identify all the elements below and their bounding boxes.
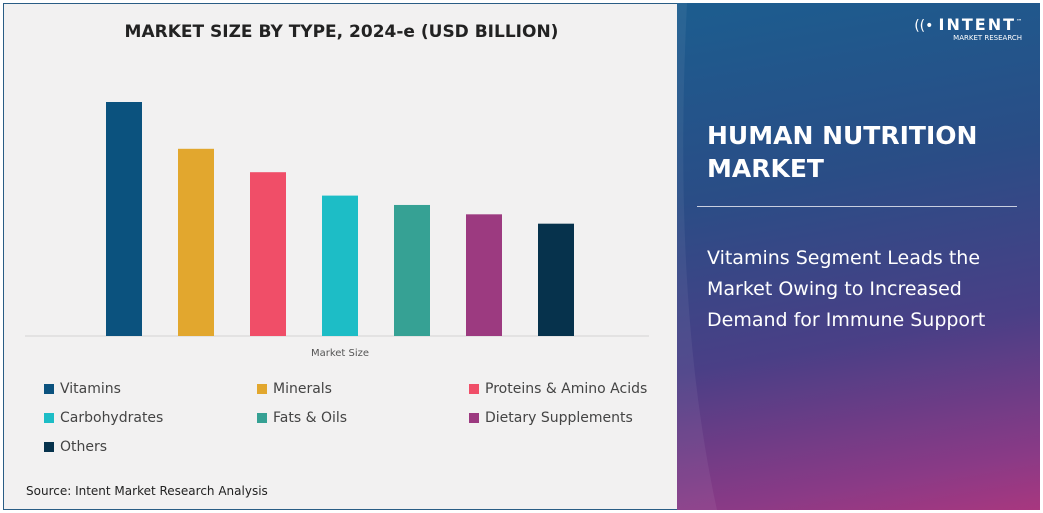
chart-panel: MARKET SIZE BY TYPE, 2024-e (USD BILLION… xyxy=(3,3,678,510)
legend-label: Dietary Supplements xyxy=(485,410,633,426)
decorative-curve xyxy=(677,3,717,510)
legend-item: Fats & Oils xyxy=(257,410,347,426)
logo: ((• INTENT™ MARKET RESEARCH xyxy=(914,15,1022,42)
legend-swatch xyxy=(257,384,267,394)
divider xyxy=(697,206,1017,207)
bar-fats-oils xyxy=(394,204,430,336)
legend-item: Vitamins xyxy=(44,381,121,397)
bar-minerals xyxy=(178,148,214,336)
chart-title: MARKET SIZE BY TYPE, 2024-e (USD BILLION… xyxy=(124,22,559,42)
report-subtitle: Vitamins Segment Leads the Market Owing … xyxy=(707,247,986,331)
legend-item: Proteins & Amino Acids xyxy=(469,381,647,397)
legend-swatch xyxy=(257,413,267,423)
legend-label: Carbohydrates xyxy=(60,410,164,426)
legend-label: Minerals xyxy=(273,381,332,397)
bar-chart: Market Size xyxy=(25,102,649,359)
source-note: Source: Intent Market Research Analysis xyxy=(26,484,268,498)
legend-swatch xyxy=(44,442,54,452)
wifi-signal-icon: ((• xyxy=(914,18,934,34)
legend-item: Carbohydrates xyxy=(44,410,163,426)
legend-label: Fats & Oils xyxy=(273,410,348,426)
bar-vitamins xyxy=(106,102,142,336)
legend-item: Others xyxy=(44,439,107,455)
info-panel: ((• INTENT™ MARKET RESEARCH HUMAN NUTRIT… xyxy=(677,3,1040,510)
legend-swatch xyxy=(469,384,479,394)
x-axis-label: Market Size xyxy=(311,348,369,359)
bar-proteins-amino-acids xyxy=(250,172,286,336)
legend-label: Others xyxy=(60,439,108,455)
legend-item: Minerals xyxy=(257,381,332,397)
legend-swatch xyxy=(469,413,479,423)
legend-swatch xyxy=(44,384,54,394)
report-title: HUMAN NUTRITION MARKET xyxy=(707,121,978,183)
legend-label: Proteins & Amino Acids xyxy=(485,381,648,397)
legend-item: Dietary Supplements xyxy=(469,410,633,426)
legend-swatch xyxy=(44,413,54,423)
bar-dietary-supplements xyxy=(466,214,502,336)
legend-label: Vitamins xyxy=(60,381,121,397)
bar-carbohydrates xyxy=(322,195,358,336)
bar-others xyxy=(538,223,574,336)
